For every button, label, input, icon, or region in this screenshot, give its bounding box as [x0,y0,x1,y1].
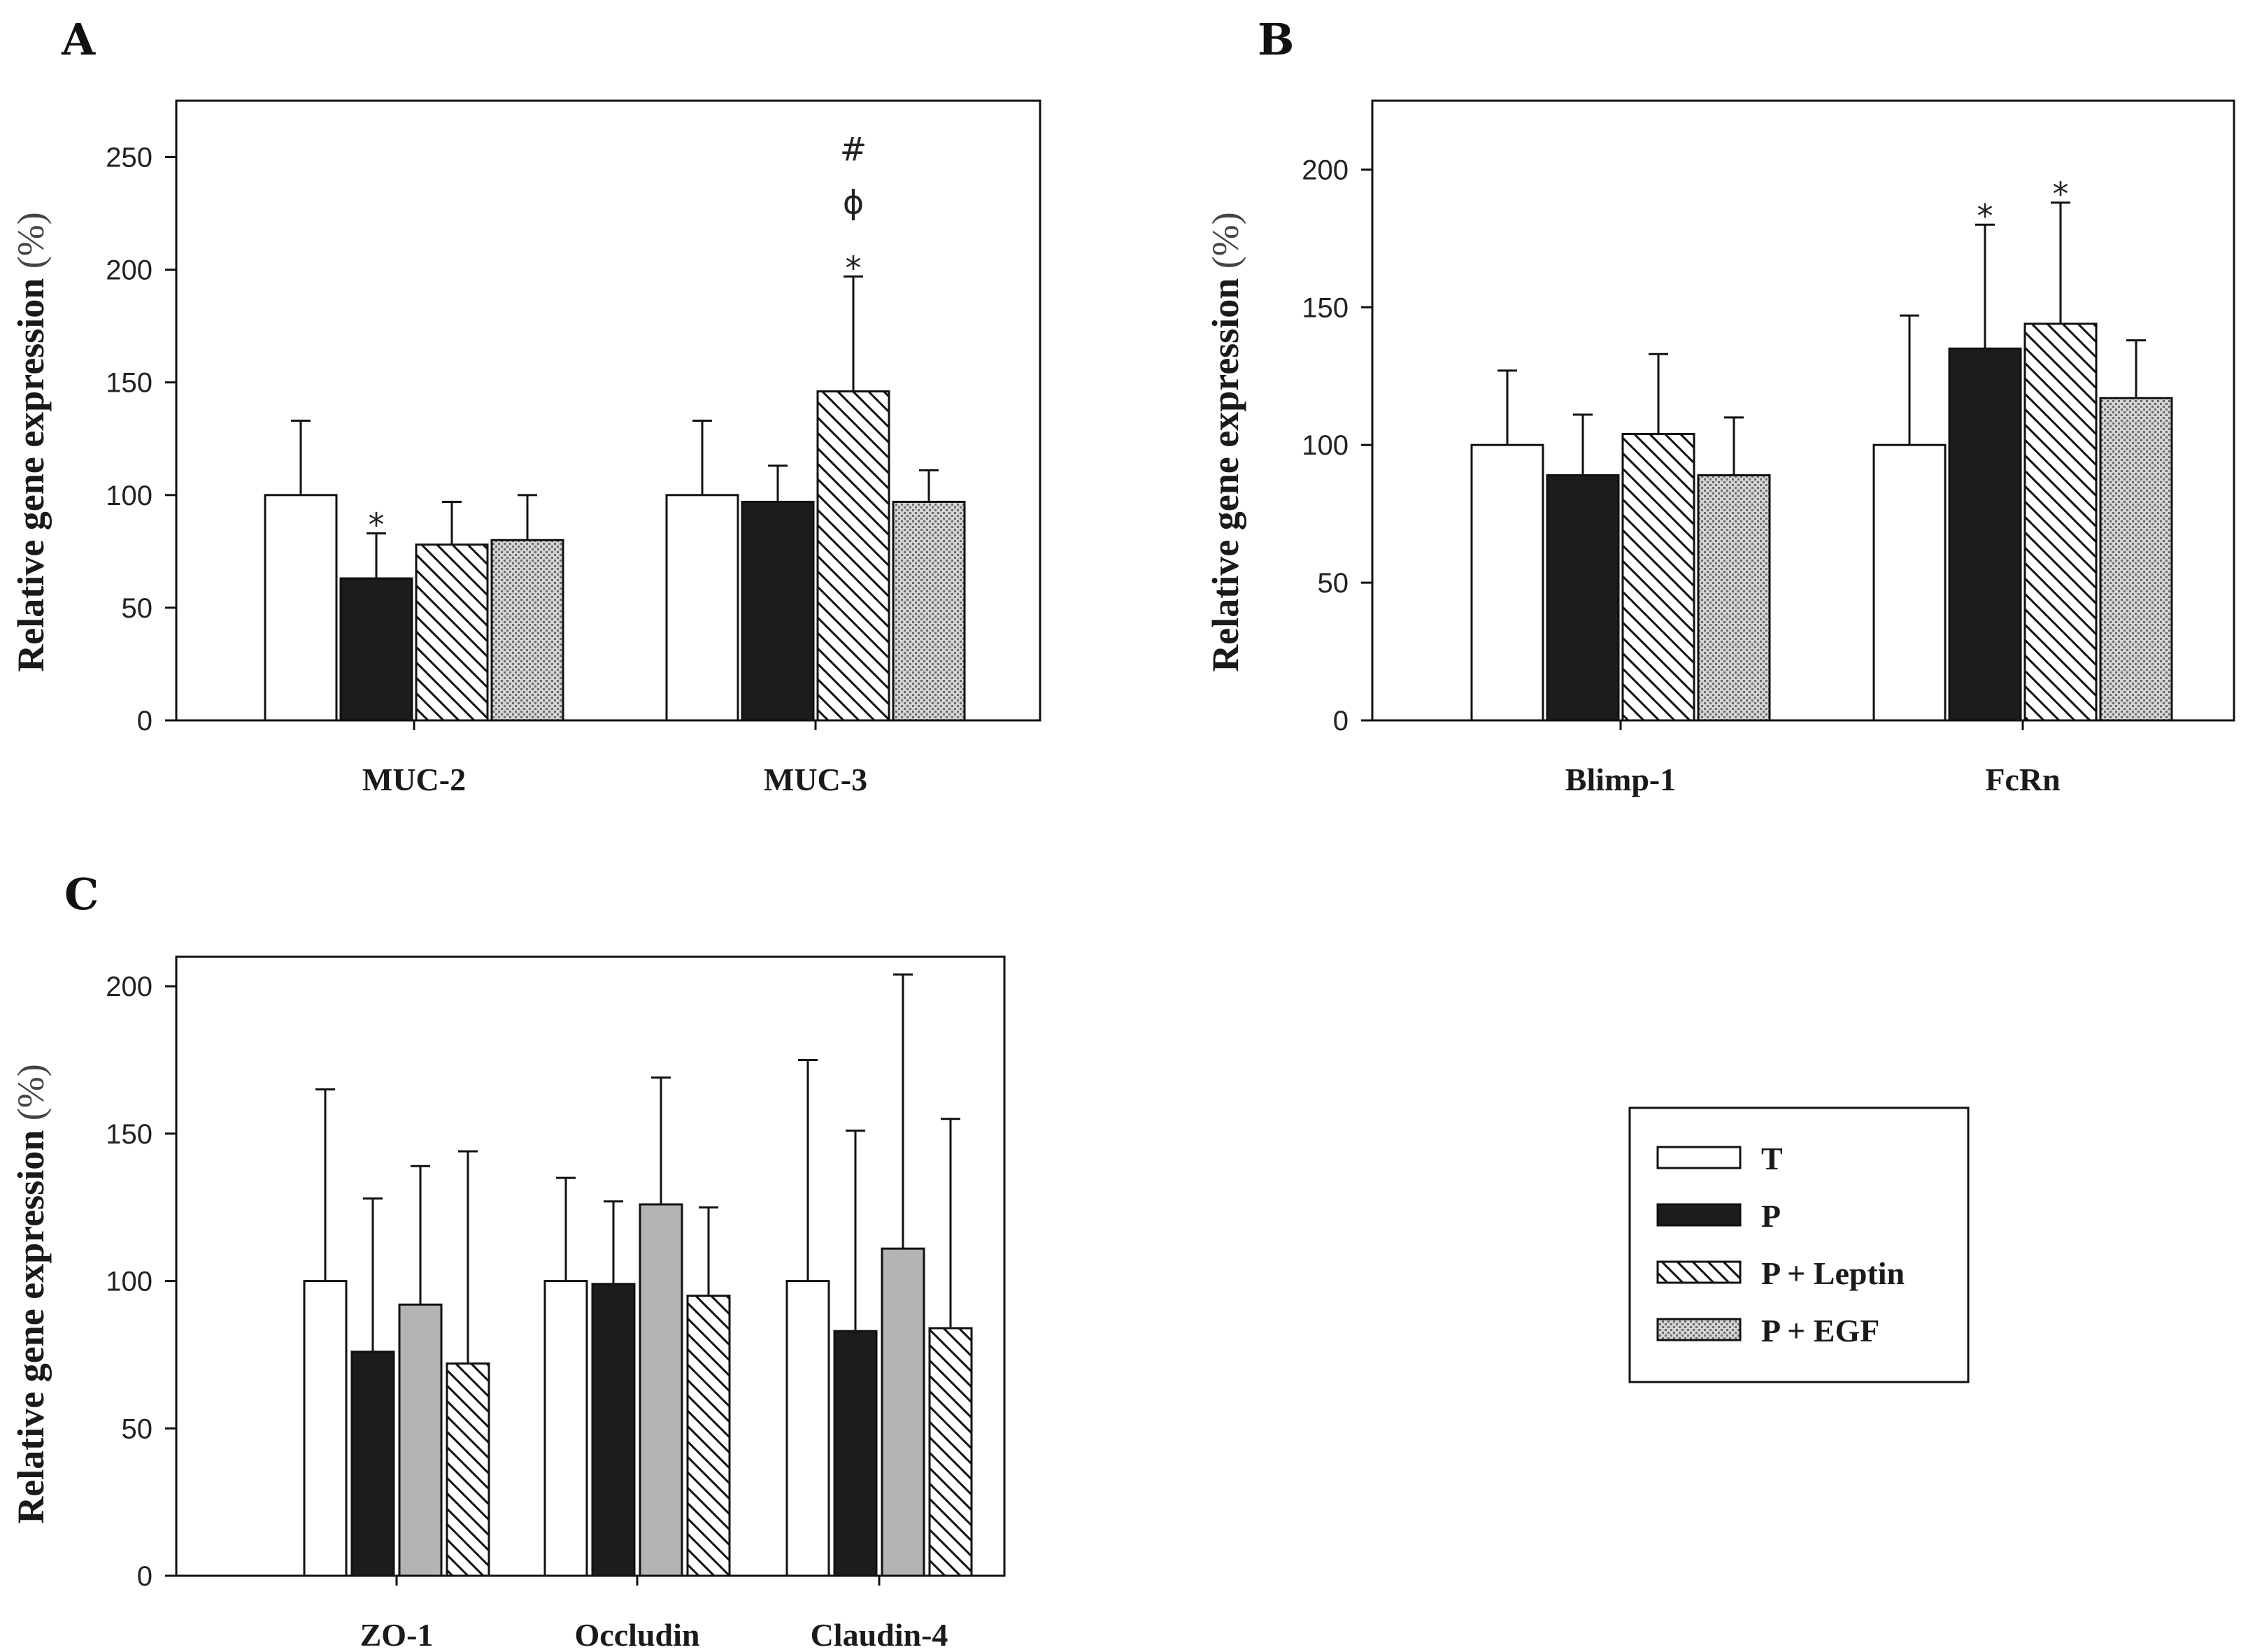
panel-a-y-tick-label: 150 [106,368,152,399]
panel-c-bar [686,1295,731,1577]
legend-swatch-p-leptin [1656,1260,1742,1284]
legend-label-p: P [1761,1198,1781,1234]
panel-a-significance-mark: ϕ [843,183,864,221]
panel-c-y-tick-label: 0 [137,1561,152,1592]
panel-b-frame [1371,99,2235,722]
panel-b-category-label: FcRn [1985,762,2060,797]
panel-c-y-axis-label: Relative gene expression (%) [10,1064,52,1523]
legend-label-p-egf: P + EGF [1761,1313,1879,1348]
legend-entry-p-egf: P + EGF [1656,1313,1879,1348]
panel-a-y-tick-label: 50 [122,593,153,624]
panel-a-significance-mark: * [846,249,862,287]
panel-c-y-tick-label: 200 [106,971,152,1002]
panel-c-bar [350,1351,395,1577]
panel-b-y-tick-label: 50 [1318,568,1349,599]
panel-a-y-tick-label: 200 [106,255,152,286]
panel-c-category-label: ZO-1 [360,1617,434,1652]
panel-b-bar [1621,432,1695,722]
panel-c-bar [303,1280,348,1577]
panel-b-y-tick-label: 0 [1333,706,1349,736]
panel-a-bar [339,577,413,722]
panel-a-frame [175,99,1041,722]
panel-a-bar [415,543,489,722]
panel-c-bar [591,1283,636,1577]
legend-label-t: T [1761,1141,1783,1176]
panel-b-letter: B [1258,14,1294,65]
panel-a-bar [490,539,564,722]
panel-a-letter: A [61,14,96,65]
panel-a-bar [892,500,966,722]
panel-b-bar [1697,474,1771,722]
panel-c-y-tick-label: 150 [106,1119,152,1150]
panel-a-y-tick-label: 100 [106,480,152,511]
panel-a-bar [816,390,890,722]
legend-swatch-p [1656,1203,1742,1227]
panel-a-bar [264,494,338,722]
panel-b-y-tick-label: 150 [1302,292,1349,323]
panel-b-bar [1470,443,1544,722]
legend-label-p-leptin: P + Leptin [1761,1255,1905,1291]
panel-a-significance-mark: * [369,506,385,544]
panel-b-bar [1948,347,2022,722]
panel-a-bar [665,494,739,722]
legend: T P P + Leptin P + EGF [1628,1106,1970,1383]
panel-b-bar [1546,474,1620,722]
panel-c-plot: 0 50 100 150 200 ZO-1 Occludin Claudin-4 [106,955,1006,1652]
panel-c-bar [833,1330,878,1577]
panel-b-y-axis-label: Relative gene expression (%) [1204,212,1246,671]
panel-c-frame [175,955,1006,1577]
panel-c-y-tick-label: 100 [106,1267,152,1297]
panel-b-bar [2023,322,2098,722]
panel-b-y-tick-label: 200 [1302,155,1349,185]
legend-swatch-t [1656,1146,1742,1169]
panel-b: B Relative gene expression (%) 0 50 100 150… [1204,14,2235,797]
panel-c-y-tick-label: 50 [122,1414,153,1444]
panel-c-bar [881,1247,925,1577]
panel-a-category-label: MUC-3 [764,762,867,797]
panel-c-category-label: Claudin-4 [811,1617,948,1652]
panel-a-bar [741,500,815,722]
panel-a-category-label: MUC-2 [362,762,466,797]
panel-b-bar [1872,443,1947,722]
panel-b-plot: 0 50 100 150 200 Blimp-1 FcRn * * [1302,99,2235,797]
legend-swatch-p-egf [1656,1318,1742,1341]
panel-c-bar [928,1327,973,1577]
panel-a-significance-mark: # [840,130,867,168]
legend-entry-p-leptin: P + Leptin [1656,1255,1905,1291]
panel-a-y-axis-label: Relative gene expression (%) [10,212,52,671]
panel-a: A Relative gene expression (%) 0 50 100 150… [10,14,1041,797]
panel-c-bar [446,1362,490,1577]
legend-entry-p: P [1656,1198,1781,1234]
panel-c: C Relative gene expression (%) 0 50 100 150… [10,869,1006,1652]
panel-c-bar [785,1280,830,1577]
legend-entry-t: T [1656,1141,1783,1176]
panel-c-bar [543,1280,588,1577]
panel-a-y-tick-label: 0 [137,706,152,736]
panel-c-category-label: Occludin [575,1617,700,1652]
panel-b-significance-mark: * [2053,176,2069,213]
panel-c-letter: C [64,869,99,920]
panel-c-bar [398,1303,443,1577]
panel-b-category-label: Blimp-1 [1565,762,1676,797]
panel-b-y-tick-label: 100 [1302,430,1349,461]
panel-a-y-tick-label: 250 [106,143,152,173]
panel-b-significance-mark: * [1977,197,1993,235]
panel-c-bar [639,1203,683,1577]
panel-a-plot: 0 50 100 150 200 250 MUC-2 MUC-3 * * ϕ # [106,99,1041,797]
panel-b-bar [2099,397,2173,722]
